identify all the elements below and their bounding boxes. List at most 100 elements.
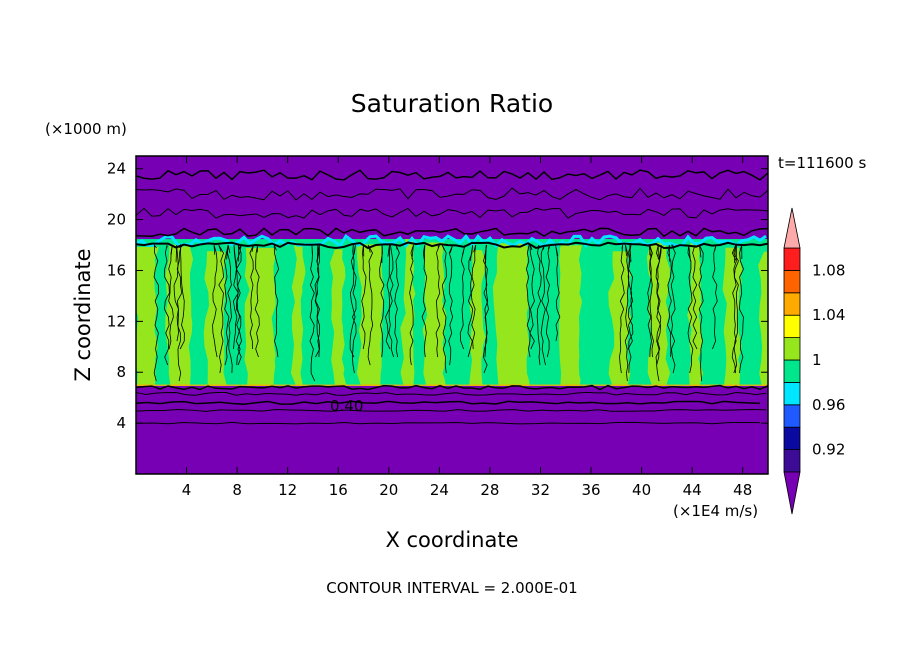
contour-value-label: 0.40 (330, 397, 363, 415)
cloud-column (492, 243, 532, 388)
contour-line-cloud (624, 244, 630, 382)
contour-line-cloud (254, 244, 260, 358)
contour-line-lower (136, 391, 767, 396)
x-tick-label: 24 (430, 481, 449, 499)
contour-line-cloud (367, 244, 374, 366)
cloud-column (136, 246, 160, 388)
cloud-column (698, 242, 728, 388)
y-axis-label: Z coordinate (71, 248, 95, 381)
contour-line-cloud (350, 244, 357, 374)
contour-line-cloud (627, 244, 633, 350)
y-tick-label: 16 (107, 261, 126, 279)
colorbar-segment (783, 247, 801, 271)
contour-line-cloud (173, 245, 179, 342)
y-tick-label: 12 (107, 312, 126, 330)
colorbar-label: 0.92 (812, 441, 845, 459)
cloud-column (758, 251, 768, 388)
x-tick-label: 8 (232, 481, 242, 499)
contour-lines (136, 169, 768, 425)
colorbar-segment (783, 449, 801, 473)
contour-line-lower (136, 400, 761, 405)
contour-line-cloud (349, 245, 356, 358)
x-unit-label: (×1E4 m/s) (673, 502, 758, 520)
y-unit-label: (×1000 m) (45, 120, 127, 138)
cloud-column (203, 251, 229, 388)
contour-line-cloud (525, 244, 531, 358)
contour-line-cloud (179, 243, 185, 350)
cloud-column (341, 243, 362, 388)
contour-line-cloud (309, 245, 316, 382)
x-tick-label: 40 (632, 481, 651, 499)
colorbar: 0.92 0.96 1 1.04 1.08 (783, 207, 845, 515)
y-tick-label: 20 (107, 211, 126, 229)
contour-line-upper (136, 169, 768, 181)
cloud-column (380, 241, 406, 388)
contour-line-cloud (448, 244, 454, 366)
contour-line-cloud (388, 244, 394, 358)
lower-dry-layer (136, 386, 768, 474)
contour-line-cloud (529, 244, 535, 350)
cloud-column (665, 244, 693, 388)
colorbar-label: 1 (812, 351, 822, 369)
x-axis-label: X coordinate (385, 528, 518, 552)
cloud-column (188, 249, 210, 388)
contour-line-lower (136, 408, 767, 412)
cloud-column (165, 244, 194, 388)
contour-line-cloud (536, 244, 542, 366)
contour-line-cloud (235, 244, 242, 366)
contour-line-cloud (712, 244, 718, 350)
contour-line-cloud-base (136, 384, 768, 391)
x-tick-label: 44 (683, 481, 702, 499)
cloud-layer (136, 233, 768, 388)
y-tick-label: 8 (116, 363, 126, 381)
contour-line-cloud (655, 244, 662, 366)
cloud-column (442, 243, 475, 388)
contour-line-cloud (249, 244, 254, 350)
contour-line-cloud (467, 244, 474, 358)
cloud-column (646, 242, 671, 388)
contour-line-cloud (648, 244, 654, 358)
colorbar-label: 1.04 (812, 306, 845, 324)
y-axis: 4 8 12 16 20 24 (107, 160, 768, 432)
contour-line-cloud (409, 244, 414, 366)
contour-line-cloud (540, 244, 546, 366)
cloud-column (290, 244, 306, 388)
cloud-column (738, 249, 764, 388)
y-tick-label: 24 (107, 160, 126, 178)
cloud-column (687, 243, 704, 388)
contour-line-cloud (212, 244, 218, 358)
x-tick-label: 4 (182, 481, 192, 499)
contour-line-cloud (692, 244, 698, 350)
cloud-column (413, 242, 428, 388)
contour-line-cloud (164, 244, 170, 366)
colorbar-segment (783, 269, 801, 294)
contour-line-cloud (227, 244, 233, 374)
contour-line-cloud (385, 244, 391, 350)
y-tick-label: 4 (116, 414, 126, 432)
cloud-column (578, 252, 614, 388)
contour-line-cloud (698, 244, 704, 382)
contour-line-cloud (379, 245, 385, 358)
colorbar-label: 0.96 (812, 396, 845, 414)
colorbar-label: 1.08 (812, 261, 845, 279)
contour-line-cloud (731, 244, 737, 374)
plot-frame (135, 155, 769, 475)
contour-line-cloud (394, 244, 400, 358)
cloud-column (526, 239, 565, 388)
cloud-column (559, 245, 583, 388)
contour-line-cloud (739, 244, 744, 374)
contour-line-cloud (483, 245, 489, 374)
cloud-column (722, 247, 744, 388)
contour-line-cloud (733, 244, 739, 374)
chart-title: Saturation Ratio (351, 89, 553, 118)
colorbar-segment (783, 337, 801, 361)
cloud-column (608, 251, 633, 388)
colorbar-above-triangle (783, 207, 801, 249)
contour-line-cloud (273, 244, 280, 358)
x-tick-label: 12 (278, 481, 297, 499)
contour-line-cloud (667, 244, 672, 358)
contour-line-upper (136, 207, 768, 219)
contour-line-cloud (314, 244, 320, 358)
x-tick-label: 28 (480, 481, 499, 499)
